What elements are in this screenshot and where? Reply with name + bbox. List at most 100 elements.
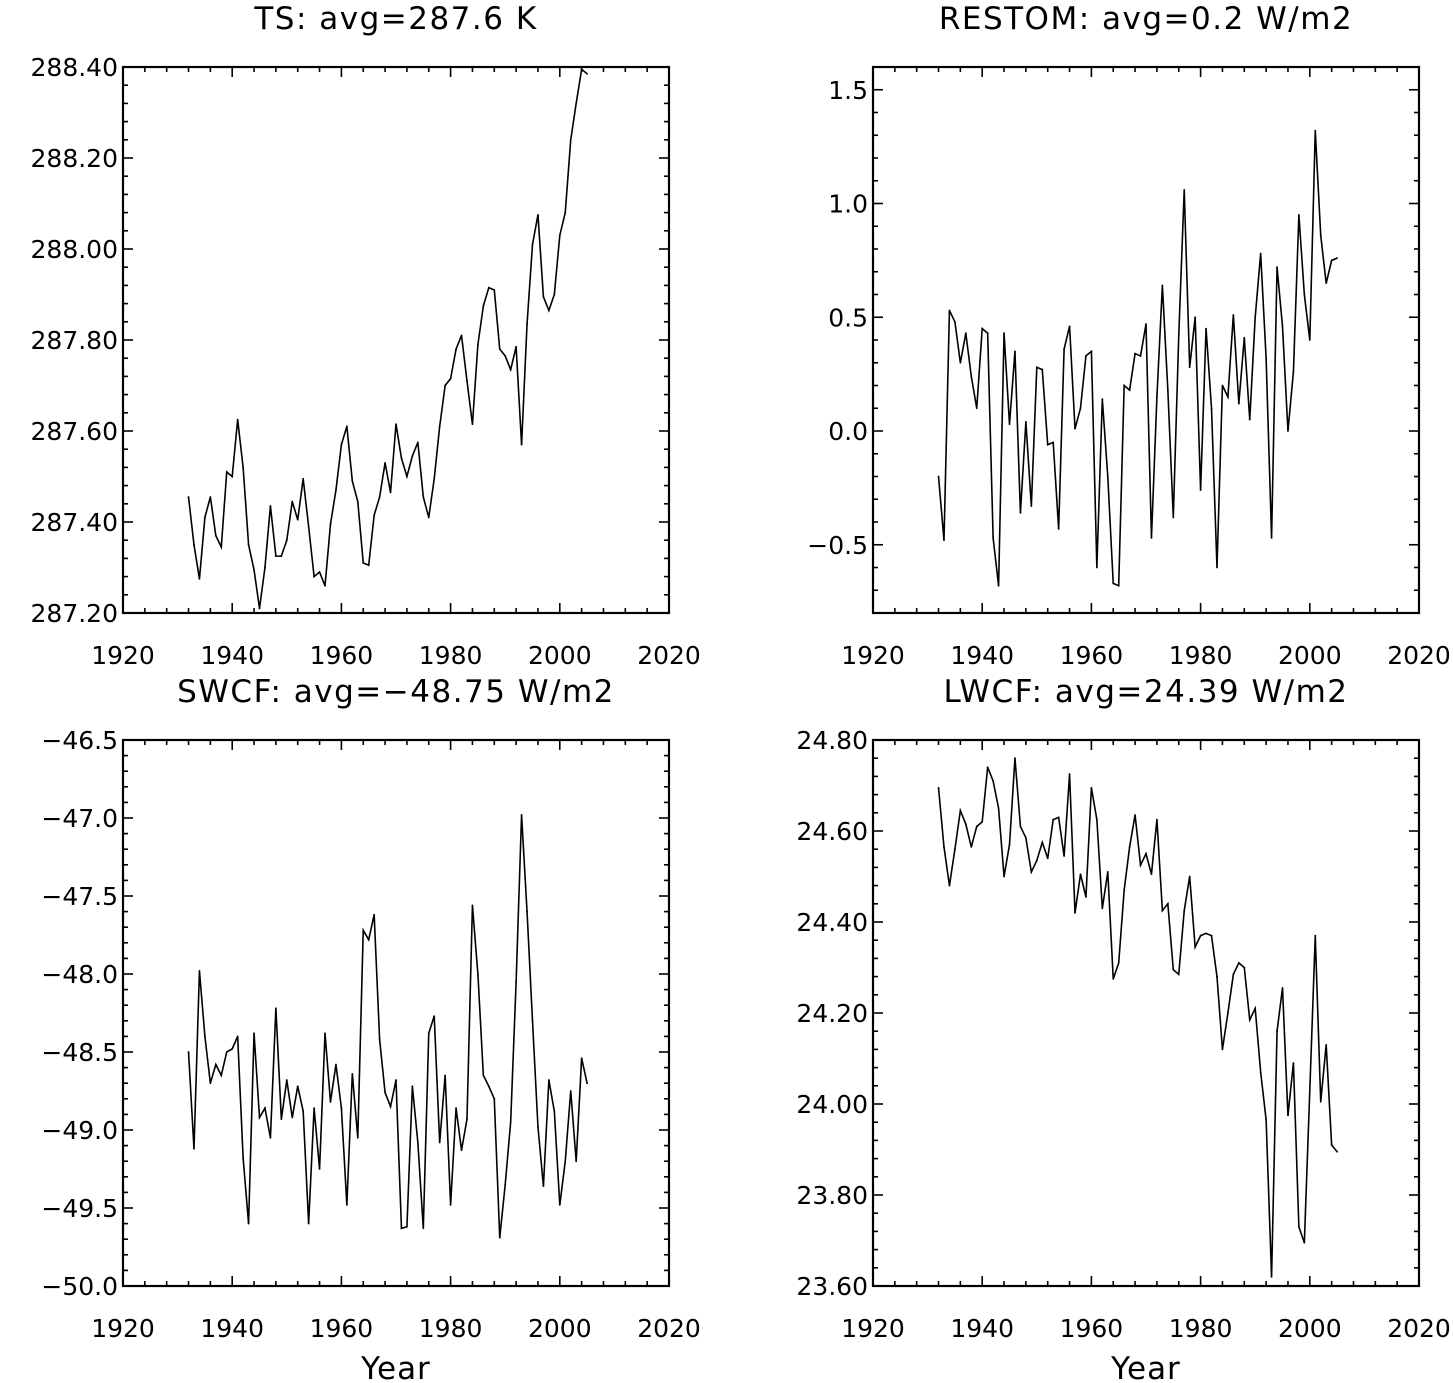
ts-data-point — [526, 323, 528, 325]
swcf-data-point — [367, 938, 370, 941]
restom-data-point — [1008, 423, 1011, 426]
lwcf-data-point — [1183, 909, 1186, 912]
lwcf-data-point — [959, 809, 962, 812]
ts-data-point — [542, 295, 545, 298]
restom-data-point — [1079, 407, 1082, 410]
lwcf-plot-frame — [871, 738, 1421, 1288]
ts-data-point — [564, 211, 567, 214]
ts-data-point — [537, 213, 539, 216]
ts-data-point — [580, 68, 583, 71]
lwcf-data-point — [1243, 966, 1246, 969]
lwcf-data-point — [1139, 864, 1142, 867]
ts-data-point — [575, 102, 578, 105]
swcf-data-point — [345, 1203, 348, 1206]
swcf-title: SWCF: avg=−48.75 W/m2 — [177, 674, 615, 710]
swcf-data-point — [362, 929, 365, 932]
ts-data-point — [438, 425, 441, 428]
lwcf-data-point — [1221, 1048, 1224, 1051]
swcf-data-point — [214, 1063, 217, 1066]
swcf-data-point — [253, 1032, 255, 1035]
lwcf-data-point — [954, 848, 956, 851]
swcf-data-point — [520, 813, 523, 816]
lwcf-x-tick-label: 1940 — [950, 1314, 1014, 1343]
lwcf-data-point — [1210, 934, 1213, 937]
ts-y-tick-label: 287.40 — [31, 508, 118, 537]
restom-data-point — [1292, 370, 1295, 373]
lwcf-data-point — [1259, 1071, 1262, 1074]
restom-data-point — [1172, 516, 1175, 519]
lwcf-data-point — [1336, 1150, 1338, 1153]
swcf-data-point — [225, 1051, 228, 1053]
ts-data-point — [362, 562, 365, 564]
swcf-y-tick-label: −47.0 — [41, 804, 118, 833]
swcf-x-tick-label: 1980 — [419, 1314, 483, 1343]
lwcf-data-point — [1145, 852, 1147, 855]
lwcf-data-point — [1227, 1012, 1229, 1014]
restom-x-tick-label: 2000 — [1278, 641, 1342, 670]
lwcf-x-axis-label: Year — [1110, 1351, 1181, 1383]
swcf-data-point — [351, 1072, 354, 1075]
restom-data-point — [1227, 395, 1229, 398]
ts-x-tick-label: 1920 — [91, 641, 155, 670]
swcf-data-point — [356, 1136, 359, 1139]
ts-x-tick-label: 2020 — [637, 641, 701, 670]
lwcf-data-point — [1030, 871, 1033, 873]
lwcf-y-tick-label: 23.60 — [796, 1272, 868, 1301]
restom-data-point — [1199, 489, 1202, 492]
lwcf-data-point — [1068, 773, 1071, 776]
swcf-data-point — [296, 1085, 299, 1088]
swcf-data-point — [389, 1105, 392, 1108]
swcf-data-point — [493, 1097, 496, 1100]
restom-y-tick-label: 1.5 — [828, 76, 868, 105]
lwcf-data-point — [1095, 818, 1098, 821]
lwcf-data-point — [1216, 975, 1218, 978]
swcf-data-point — [477, 973, 479, 975]
swcf-data-point — [373, 913, 376, 916]
lwcf-data-point — [1101, 907, 1104, 910]
swcf-x-tick-label: 2000 — [528, 1314, 592, 1343]
lwcf-data-point — [981, 821, 984, 823]
restom-data-point — [1014, 350, 1016, 353]
swcf-data-point — [258, 1116, 261, 1119]
ts-data-point — [345, 425, 348, 428]
restom-data-point — [1336, 257, 1338, 259]
restom-panel: RESTOM: avg=0.2 W/m2 1920 1940 1960 1980 2000… — [807, 1, 1451, 670]
ts-data-point — [378, 496, 381, 498]
lwcf-data-point — [1297, 1225, 1300, 1228]
ts-data-point — [253, 568, 255, 571]
restom-data-point — [1123, 384, 1126, 387]
ts-data-point — [187, 496, 190, 498]
ts-data-point — [204, 516, 206, 519]
restom-data-point — [1216, 566, 1218, 569]
ts-data-point — [247, 543, 250, 546]
ts-data-point — [291, 500, 294, 503]
ts-data-point — [384, 461, 386, 464]
restom-data-point — [1024, 421, 1027, 423]
restom-data-point — [1057, 527, 1060, 530]
swcf-data-point — [302, 1110, 305, 1113]
ts-data-point — [586, 72, 588, 75]
restom-data-point — [1210, 407, 1213, 410]
lwcf-data-point — [1079, 873, 1082, 876]
swcf-data-point — [422, 1227, 425, 1230]
lwcf-data-point — [1008, 843, 1011, 846]
swcf-data-point — [335, 1063, 337, 1066]
restom-data-point — [1003, 332, 1005, 335]
ts-y-tick-label: 287.20 — [31, 599, 118, 628]
restom-data-point — [981, 327, 984, 330]
swcf-data-point — [307, 1222, 310, 1225]
restom-data-point — [1254, 316, 1257, 319]
restom-data-point — [1068, 325, 1071, 328]
ts-data-point — [329, 523, 332, 526]
restom-data-point — [1330, 259, 1333, 262]
lwcf-data-point — [1166, 902, 1169, 905]
restom-data-point — [964, 332, 967, 335]
restom-data-point — [1177, 334, 1180, 337]
restom-y-tick-label: 0.0 — [828, 417, 868, 446]
restom-data-point — [997, 584, 1000, 587]
swcf-data-point — [553, 1110, 556, 1113]
ts-data-point — [455, 348, 457, 350]
lwcf-data-point — [1085, 896, 1087, 898]
swcf-data-point — [466, 1118, 468, 1120]
swcf-data-point — [564, 1160, 567, 1163]
